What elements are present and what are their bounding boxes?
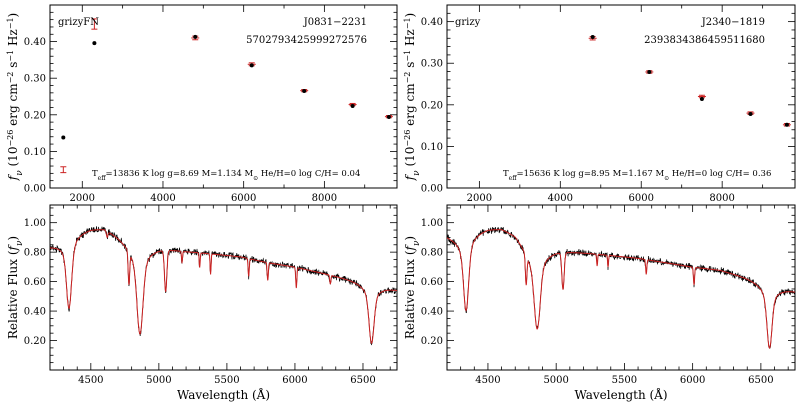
observed-point	[350, 104, 355, 109]
observed-point	[647, 69, 652, 74]
y-tick-label: 0.40	[421, 17, 443, 28]
observed-point	[386, 114, 391, 119]
model-spectrum	[446, 229, 795, 349]
y-tick-label: 1.00	[421, 218, 443, 229]
y-tick-label: 0.00	[24, 184, 46, 195]
y-tick-label: 0.20	[421, 336, 443, 347]
x-tick-label: 6500	[350, 375, 375, 386]
y-axis-label: fν (10−26 erg cm−2 s−1 Hz−1)	[6, 13, 26, 182]
y-axis-label: Relative Flux (fν)	[403, 236, 422, 339]
observed-point	[784, 122, 789, 127]
y-tick-label: 0.40	[24, 307, 46, 318]
x-tick-label: 4500	[78, 375, 103, 386]
y-tick-label: 0.20	[421, 100, 443, 111]
model-point	[91, 18, 98, 30]
x-tick-label: 6500	[748, 375, 773, 386]
y-tick-label: 0.60	[24, 277, 46, 288]
object-id: 2393834386459511680	[644, 35, 765, 46]
y-tick-label: 1.00	[24, 218, 46, 229]
x-tick-label: 6000	[282, 375, 307, 386]
y-tick-label: 0.30	[24, 74, 46, 85]
y-tick-label: 0.40	[24, 37, 46, 48]
axis-frame	[446, 4, 796, 189]
observed-point	[61, 135, 66, 140]
y-tick-label: 0.20	[24, 336, 46, 347]
x-tick-label: 5500	[612, 375, 637, 386]
y-tick-label: 0.40	[421, 307, 443, 318]
x-tick-label: 5000	[146, 375, 171, 386]
observed-point	[193, 34, 198, 39]
observed-point	[699, 96, 704, 101]
panel-bottom-right: 4500 5000 5500 6000 6500 0.20 0.40 0.60 0.80 1.00…	[403, 204, 796, 402]
x-tick-label: 6000	[231, 193, 256, 204]
axis-frame	[446, 204, 796, 371]
y-axis-label: Relative Flux (fν)	[6, 236, 25, 339]
x-tick-label: 2000	[70, 193, 95, 204]
x-axis-label: Wavelength (Å)	[574, 387, 667, 402]
object-name: J2340−1819	[701, 17, 765, 28]
y-tick-label: 0.10	[421, 142, 443, 153]
object-id: 5702793425999272576	[246, 35, 367, 46]
filter-label: grizy	[455, 17, 481, 28]
y-tick-label: 0.60	[421, 277, 443, 288]
axis-frame	[49, 4, 398, 189]
y-tick-label: 0.80	[24, 248, 46, 259]
observed-point	[249, 63, 254, 68]
y-tick-label: 0.80	[421, 248, 443, 259]
observed-point	[92, 41, 97, 46]
model-spectrum	[49, 229, 397, 345]
observed-spectrum	[49, 226, 398, 346]
x-tick-label: 2000	[467, 193, 492, 204]
fit-parameters: Teff=13836 K log g=8.69 M=1.134 M⊙ He/H=…	[92, 169, 360, 182]
x-tick-label: 4500	[475, 375, 500, 386]
observed-point	[748, 111, 753, 116]
x-tick-label: 4000	[548, 193, 573, 204]
x-tick-label: 5000	[543, 375, 568, 386]
x-tick-label: 8000	[709, 193, 734, 204]
y-tick-label: 0.20	[24, 110, 46, 121]
x-tick-label: 8000	[312, 193, 337, 204]
y-tick-label: 0.00	[421, 184, 443, 195]
panel-bottom-left: 4500 5000 5500 6000 6500 0.20 0.40 0.60 0.80 1.00…	[6, 204, 398, 402]
x-tick-label: 4000	[150, 193, 175, 204]
y-tick-label: 0.10	[24, 147, 46, 158]
observed-spectrum	[446, 226, 796, 349]
y-tick-label: 0.30	[421, 59, 443, 70]
x-tick-label: 6000	[629, 193, 654, 204]
x-axis-label: Wavelength (Å)	[177, 387, 270, 402]
x-tick-label: 5500	[214, 375, 239, 386]
model-point	[60, 166, 67, 174]
axis-frame	[49, 204, 398, 371]
y-axis-label: fν (10−26 erg cm−2 s−1 Hz−1)	[403, 13, 423, 182]
filter-label: grizyFN	[58, 17, 99, 28]
object-name: J0831−2231	[303, 17, 367, 28]
fit-parameters: Teff=15636 K log g=8.95 M=1.167 M⊙ He/H=…	[503, 169, 771, 182]
x-tick-label: 6000	[680, 375, 705, 386]
observed-point	[590, 35, 595, 40]
observed-point	[302, 89, 307, 94]
